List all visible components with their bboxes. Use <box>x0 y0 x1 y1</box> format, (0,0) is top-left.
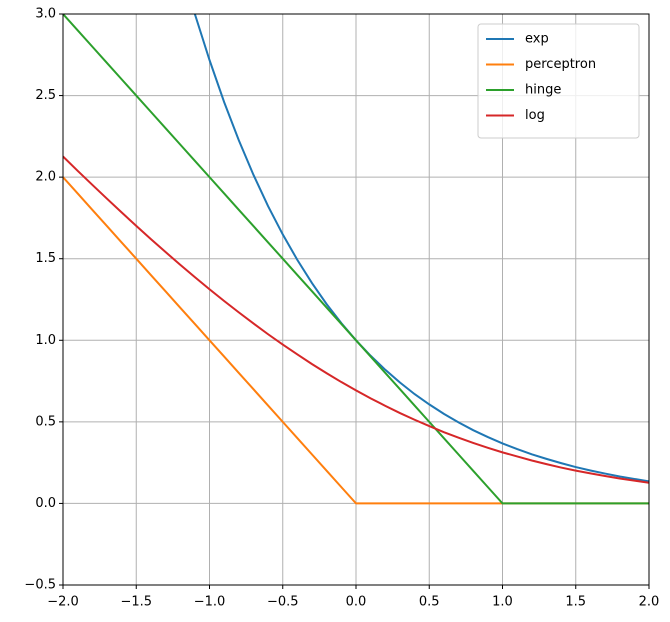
y-tick-label: 1.5 <box>35 251 56 266</box>
x-tick-label: −1.5 <box>120 595 152 610</box>
y-tick-label: 1.0 <box>35 333 56 348</box>
x-tick-label: −0.5 <box>267 595 299 610</box>
plot-lines <box>63 14 649 505</box>
series-line <box>63 14 649 505</box>
legend-box <box>477 23 640 139</box>
legend: exp perceptron hinge log <box>477 23 640 139</box>
x-tick-label: 0.0 <box>346 595 367 610</box>
series-line <box>63 155 649 484</box>
y-tick-label: 0.5 <box>35 414 56 429</box>
x-tick-label: 0.5 <box>419 595 440 610</box>
y-tick-label: 2.0 <box>35 170 56 185</box>
y-tick-label: 2.5 <box>35 88 56 103</box>
series-line <box>193 14 649 483</box>
x-tick-label: 1.5 <box>565 595 586 610</box>
legend-label: exp <box>525 32 549 47</box>
y-tick-label: 0.0 <box>35 496 56 511</box>
x-tick-label: −2.0 <box>47 595 79 610</box>
y-tick-label: −0.5 <box>24 578 56 593</box>
y-tick-label: 3.0 <box>35 7 56 22</box>
legend-label: hinge <box>525 83 561 98</box>
x-tick-label: −1.0 <box>194 595 226 610</box>
legend-label: log <box>525 108 545 123</box>
ticks: −2.0 −1.5 −1.0 −0.5 0.0 0.5 1.0 1.5 2.0 −0.5 0.0 0.… <box>24 7 659 610</box>
x-tick-label: 1.0 <box>492 595 513 610</box>
x-tick-label: 2.0 <box>639 595 660 610</box>
legend-label: perceptron <box>525 57 596 72</box>
